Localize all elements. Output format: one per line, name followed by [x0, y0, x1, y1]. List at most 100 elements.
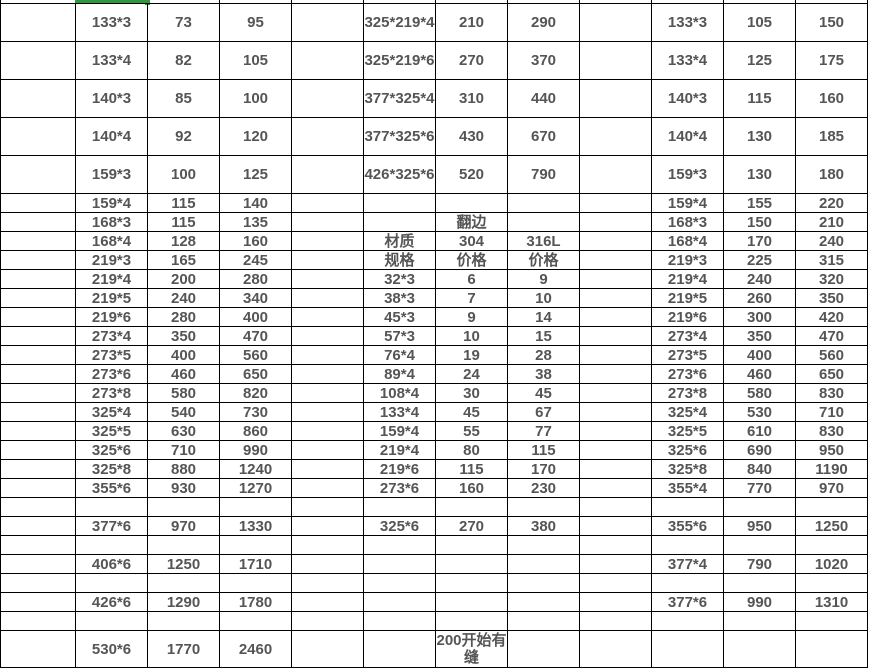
table-cell[interactable]: 133*3: [651, 3, 724, 42]
table-cell[interactable]: 220: [795, 193, 868, 213]
table-cell[interactable]: 325*6: [363, 516, 436, 536]
table-cell[interactable]: [579, 611, 652, 631]
table-cell[interactable]: 32*3: [363, 269, 436, 289]
table-cell[interactable]: [291, 117, 364, 156]
table-cell[interactable]: 316L: [507, 231, 580, 251]
table-cell[interactable]: 89*4: [363, 364, 436, 384]
table-cell[interactable]: 92: [147, 117, 220, 156]
table-cell[interactable]: 230: [507, 478, 580, 498]
table-cell[interactable]: [75, 535, 148, 555]
table-cell[interactable]: [219, 573, 292, 593]
table-cell[interactable]: 370: [507, 41, 580, 80]
table-cell[interactable]: [651, 611, 724, 631]
table-cell[interactable]: 377*325*4: [363, 79, 436, 118]
table-cell[interactable]: 85: [147, 79, 220, 118]
table-cell[interactable]: 38: [507, 364, 580, 384]
table-cell[interactable]: [0, 516, 76, 536]
table-cell[interactable]: 10: [507, 288, 580, 308]
table-cell[interactable]: 325*8: [75, 459, 148, 479]
table-cell[interactable]: 350: [723, 326, 796, 346]
table-cell[interactable]: 670: [507, 117, 580, 156]
table-cell[interactable]: 380: [507, 516, 580, 536]
table-cell[interactable]: 155: [723, 193, 796, 213]
table-cell[interactable]: [579, 250, 652, 270]
table-cell[interactable]: 355*4: [651, 478, 724, 498]
table-cell[interactable]: 185: [795, 117, 868, 156]
table-cell[interactable]: 650: [219, 364, 292, 384]
table-cell[interactable]: [363, 592, 436, 612]
table-cell[interactable]: 24: [435, 364, 508, 384]
table-cell[interactable]: 460: [723, 364, 796, 384]
table-cell[interactable]: [363, 535, 436, 555]
table-cell[interactable]: 108*4: [363, 383, 436, 403]
table-cell[interactable]: [291, 497, 364, 517]
table-cell[interactable]: 225: [723, 250, 796, 270]
table-cell[interactable]: 1240: [219, 459, 292, 479]
table-cell[interactable]: [291, 3, 364, 42]
table-cell[interactable]: 830: [795, 383, 868, 403]
table-cell[interactable]: 219*3: [651, 250, 724, 270]
table-cell[interactable]: [579, 345, 652, 365]
table-cell[interactable]: [579, 117, 652, 156]
table-cell[interactable]: [291, 79, 364, 118]
table-cell[interactable]: 273*5: [651, 345, 724, 365]
table-cell[interactable]: [579, 459, 652, 479]
table-cell[interactable]: 57*3: [363, 326, 436, 346]
table-cell[interactable]: 300: [723, 307, 796, 327]
table-cell[interactable]: 950: [723, 516, 796, 536]
table-cell[interactable]: 273*6: [363, 478, 436, 498]
table-cell[interactable]: 420: [795, 307, 868, 327]
table-cell[interactable]: [435, 535, 508, 555]
table-cell[interactable]: [291, 611, 364, 631]
table-cell[interactable]: 175: [795, 41, 868, 80]
table-cell[interactable]: 406*6: [75, 554, 148, 574]
table-cell[interactable]: [507, 193, 580, 213]
table-cell[interactable]: 150: [795, 3, 868, 42]
table-cell[interactable]: [291, 440, 364, 460]
table-cell[interactable]: [0, 326, 76, 346]
table-cell[interactable]: [291, 383, 364, 403]
table-cell[interactable]: 710: [147, 440, 220, 460]
table-cell[interactable]: [363, 573, 436, 593]
table-cell[interactable]: 168*4: [75, 231, 148, 251]
table-cell[interactable]: [0, 231, 76, 251]
table-cell[interactable]: 2460: [219, 630, 292, 668]
table-cell[interactable]: 材质: [363, 231, 436, 251]
table-cell[interactable]: [0, 421, 76, 441]
table-cell[interactable]: 125: [219, 155, 292, 194]
table-cell[interactable]: 530*6: [75, 630, 148, 668]
table-cell[interactable]: [0, 554, 76, 574]
table-cell[interactable]: 1310: [795, 592, 868, 612]
table-cell[interactable]: [291, 554, 364, 574]
table-cell[interactable]: [291, 478, 364, 498]
table-cell[interactable]: [579, 41, 652, 80]
table-cell[interactable]: 430: [435, 117, 508, 156]
table-cell[interactable]: [291, 421, 364, 441]
table-cell[interactable]: 273*6: [651, 364, 724, 384]
table-cell[interactable]: 100: [147, 155, 220, 194]
table-cell[interactable]: 6: [435, 269, 508, 289]
table-cell[interactable]: 219*6: [75, 307, 148, 327]
table-cell[interactable]: 159*4: [651, 193, 724, 213]
table-cell[interactable]: 350: [147, 326, 220, 346]
table-cell[interactable]: 133*3: [75, 3, 148, 42]
table-cell[interactable]: 130: [723, 117, 796, 156]
table-cell[interactable]: 77: [507, 421, 580, 441]
table-cell[interactable]: 128: [147, 231, 220, 251]
table-cell[interactable]: 82: [147, 41, 220, 80]
table-cell[interactable]: 165: [147, 250, 220, 270]
table-cell[interactable]: 355*6: [651, 516, 724, 536]
table-cell[interactable]: [291, 288, 364, 308]
table-cell[interactable]: [0, 402, 76, 422]
table-cell[interactable]: 9: [507, 269, 580, 289]
table-cell[interactable]: 930: [147, 478, 220, 498]
table-cell[interactable]: 价格: [507, 250, 580, 270]
table-cell[interactable]: [291, 364, 364, 384]
table-cell[interactable]: 400: [219, 307, 292, 327]
table-cell[interactable]: [579, 421, 652, 441]
table-cell[interactable]: 76*4: [363, 345, 436, 365]
table-cell[interactable]: [579, 326, 652, 346]
table-cell[interactable]: [0, 269, 76, 289]
table-cell[interactable]: 1250: [795, 516, 868, 536]
table-cell[interactable]: [435, 193, 508, 213]
